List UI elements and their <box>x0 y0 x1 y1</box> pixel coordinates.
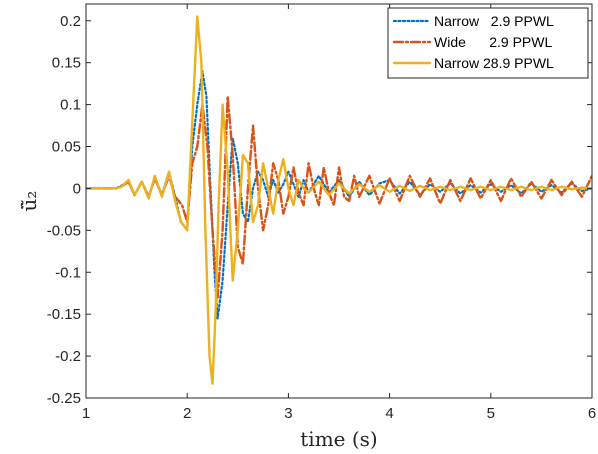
series-line-3 <box>86 15 592 385</box>
y-tick-label: -0.25 <box>47 390 81 407</box>
x-tick-label: 2 <box>183 405 191 422</box>
y-axis-label: ü̃₂ <box>17 191 41 212</box>
y-tick-label: 0 <box>73 180 81 197</box>
legend: Narrow 2.9 PPWL Wide 2.9 PPWL Narrow 28.9 … <box>387 7 589 79</box>
series-layer <box>86 15 592 385</box>
axes-layer: 1 2 3 4 5 6 -0.25 -0.2 -0.15 -0.1 -0.05 0 0.05 0.1 0.1… <box>47 3 596 422</box>
x-tick-label: 1 <box>82 405 90 422</box>
x-tick-label: 6 <box>588 405 596 422</box>
x-tick-label: 5 <box>487 405 495 422</box>
y-tick-label: 0.15 <box>52 55 81 72</box>
y-tick-label: -0.2 <box>55 348 81 365</box>
y-tick-label: 0.1 <box>60 97 81 114</box>
y-tick-label: 0.05 <box>52 139 81 156</box>
axes-frame <box>85 3 593 399</box>
y-tick-label: -0.05 <box>47 222 81 239</box>
y-tick-label: -0.15 <box>47 306 81 323</box>
x-tick-label: 3 <box>284 405 292 422</box>
legend-box <box>387 7 589 79</box>
legend-label-2: Wide 2.9 PPWL <box>434 34 552 50</box>
y-tick-label: -0.1 <box>55 264 81 281</box>
x-tick-label: 4 <box>385 405 393 422</box>
y-tick-label: 0.2 <box>60 13 81 30</box>
legend-label-3: Narrow 28.9 PPWL <box>434 55 554 71</box>
legend-label-1: Narrow 2.9 PPWL <box>434 13 554 29</box>
x-axis-label: time (s) <box>300 427 377 451</box>
